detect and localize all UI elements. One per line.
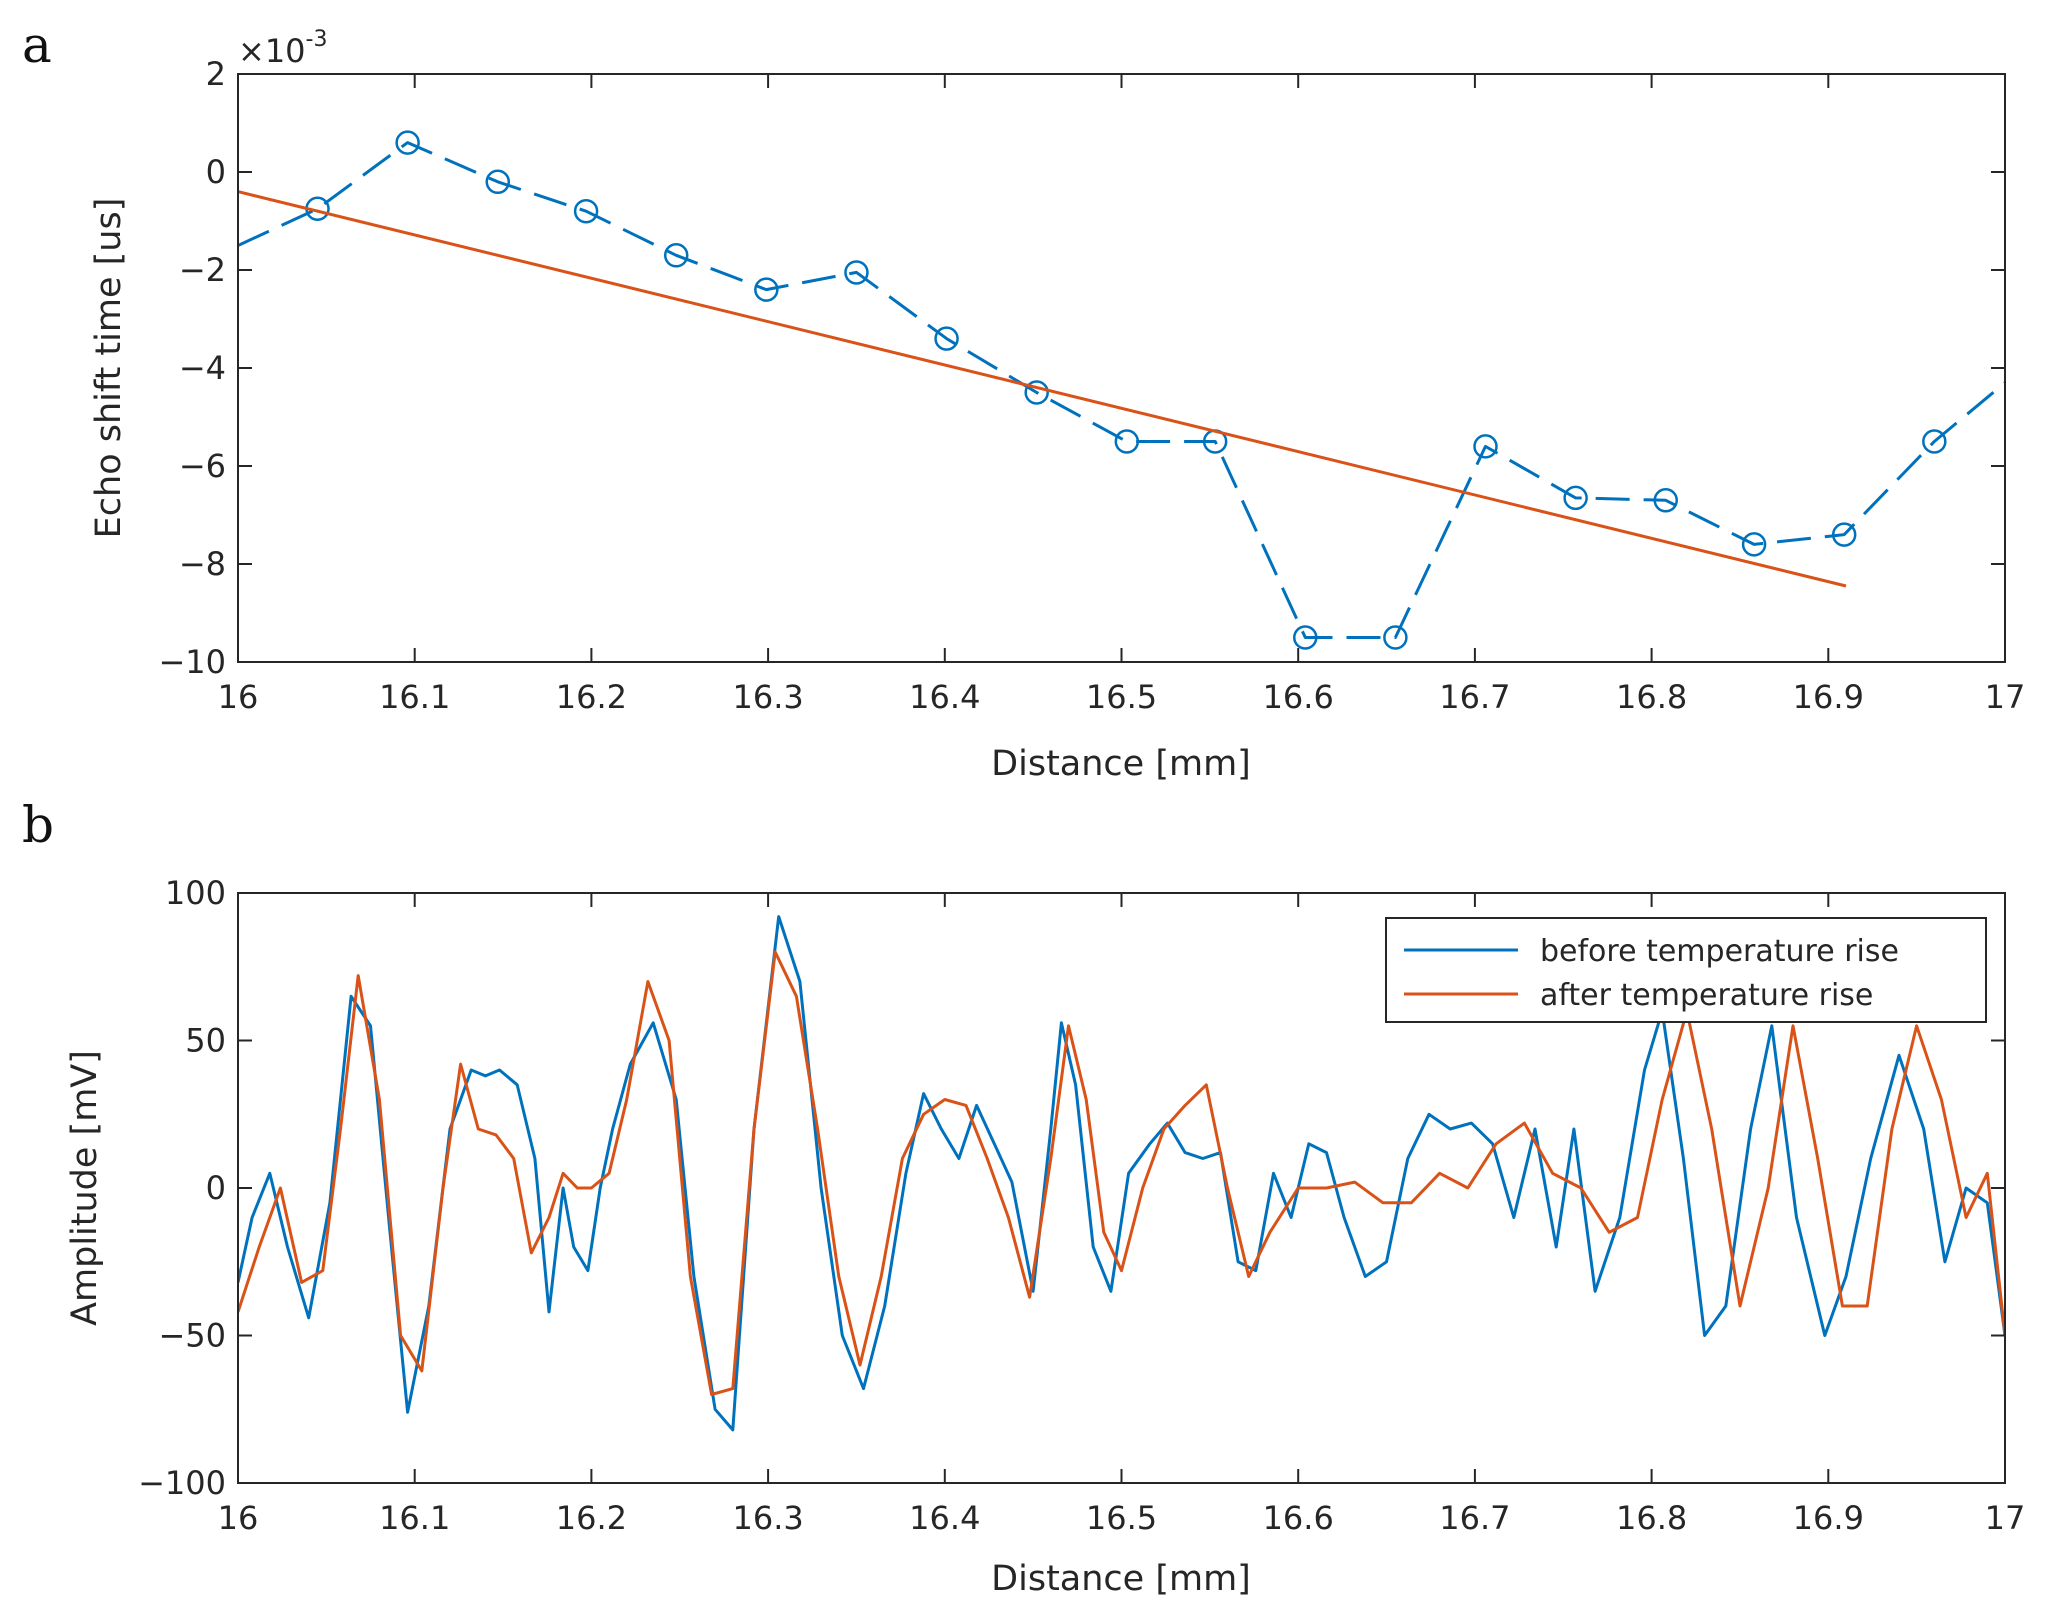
x-tick-label: 16.7 <box>1439 678 1510 716</box>
y-tick-label: −8 <box>179 545 226 583</box>
x-tick-label: 16.9 <box>1793 678 1864 716</box>
panel-a-y-exponent-base: ×10 <box>238 32 306 70</box>
data-point-marker <box>1741 532 1767 557</box>
x-tick-label: 16.2 <box>556 1499 627 1537</box>
panel-a-plot-area <box>238 130 2005 650</box>
panel-a-axes-box <box>237 73 2006 663</box>
series-line-b-1 <box>238 950 2005 1396</box>
data-point-marker <box>395 130 420 155</box>
x-tick-label: 16.3 <box>732 678 803 716</box>
panel-b-x-label: Distance [mm] <box>991 1559 1251 1599</box>
panel-b-y-label: Amplitude [mV] <box>65 1050 105 1326</box>
x-tick-label: 16.5 <box>1086 1499 1157 1537</box>
panel-a-y-exponent: ×10-3 <box>238 27 327 70</box>
panel-b-y-ticks: −100 −50 0 50 100 <box>138 874 2005 1502</box>
panel-a-x-label: Distance [mm] <box>991 744 1251 784</box>
y-tick-label: −100 <box>138 1464 226 1502</box>
y-tick-label: −10 <box>158 643 226 681</box>
panel-a-letter: a <box>22 16 52 74</box>
x-tick-label: 16.8 <box>1616 1499 1687 1537</box>
x-tick-label: 16.8 <box>1616 678 1687 716</box>
x-tick-label: 16.4 <box>909 1499 980 1537</box>
legend-label-before: before temperature rise <box>1540 934 1899 969</box>
x-tick-label: 16.9 <box>1793 1499 1864 1537</box>
data-point-marker <box>1831 522 1857 547</box>
data-point-marker <box>934 326 959 351</box>
y-tick-label: 2 <box>206 55 226 93</box>
y-tick-label: −6 <box>179 447 226 485</box>
panel-b-legend: before temperature rise after temperatur… <box>1385 917 1987 1023</box>
data-point-marker <box>1114 429 1140 454</box>
y-tick-label: −4 <box>179 349 226 387</box>
x-tick-label: 16.4 <box>909 678 980 716</box>
data-point-marker <box>1922 429 1947 454</box>
x-tick-label: 16.7 <box>1439 1499 1510 1537</box>
x-tick-label: 16.6 <box>1263 678 1334 716</box>
x-tick-label: 17 <box>1985 678 2026 716</box>
panel-a-y-label: Echo shift time [us] <box>89 198 129 539</box>
x-tick-label: 16.2 <box>556 678 627 716</box>
legend-box <box>1385 917 1987 1023</box>
data-point-marker <box>1024 380 1049 405</box>
data-point-marker <box>573 198 599 224</box>
data-point-marker <box>1383 625 1408 650</box>
y-tick-label: 100 <box>165 874 226 912</box>
panel-b-x-ticks: 16 16.1 16.2 16.3 16.4 16.5 16.6 16.7 16.8 16.9 17 <box>218 893 2026 1537</box>
y-tick-label: −2 <box>179 251 226 289</box>
y-tick-label: 50 <box>185 1022 226 1060</box>
x-tick-label: 16 <box>218 1499 259 1537</box>
data-point-marker <box>1563 485 1588 511</box>
legend-label-after: after temperature rise <box>1540 978 1873 1013</box>
panel-a-y-ticks: −10 −8 −6 −4 −2 0 2 <box>158 55 2005 681</box>
data-point-marker <box>485 169 510 195</box>
panel-a-y-exponent-power: -3 <box>306 27 328 52</box>
data-point-marker <box>844 260 869 285</box>
data-point-marker <box>1473 434 1498 459</box>
panel-b: b 16 16.1 16.2 16.3 16.4 16.5 16.6 16.7 16.8 16.9… <box>22 796 2025 1599</box>
y-tick-label: 0 <box>206 1169 226 1207</box>
x-tick-label: 16.1 <box>379 678 450 716</box>
data-point-marker <box>663 243 689 268</box>
panel-a-x-ticks: 16 16.1 16.2 16.3 16.4 16.5 16.6 16.7 16.8 16.9 17 <box>218 74 2026 716</box>
x-tick-label: 16 <box>218 678 259 716</box>
data-point-marker <box>1293 625 1318 650</box>
data-point-marker <box>754 277 779 302</box>
series-line-a-0 <box>238 141 2005 639</box>
panel-b-letter: b <box>22 796 54 854</box>
series-line-a-1 <box>238 190 1847 588</box>
x-tick-label: 16.6 <box>1263 1499 1334 1537</box>
x-tick-label: 16.3 <box>732 1499 803 1537</box>
y-tick-label: 0 <box>206 153 226 191</box>
x-tick-label: 16.1 <box>379 1499 450 1537</box>
panel-a: a 16 16.1 16.2 16.3 16.4 16.5 16.6 16.7 16.8 16.9… <box>22 16 2025 784</box>
series-group <box>238 130 2005 650</box>
x-tick-label: 17 <box>1985 1499 2026 1537</box>
y-tick-label: −50 <box>158 1317 226 1355</box>
x-tick-label: 16.5 <box>1086 678 1157 716</box>
data-point-marker <box>1653 488 1678 513</box>
